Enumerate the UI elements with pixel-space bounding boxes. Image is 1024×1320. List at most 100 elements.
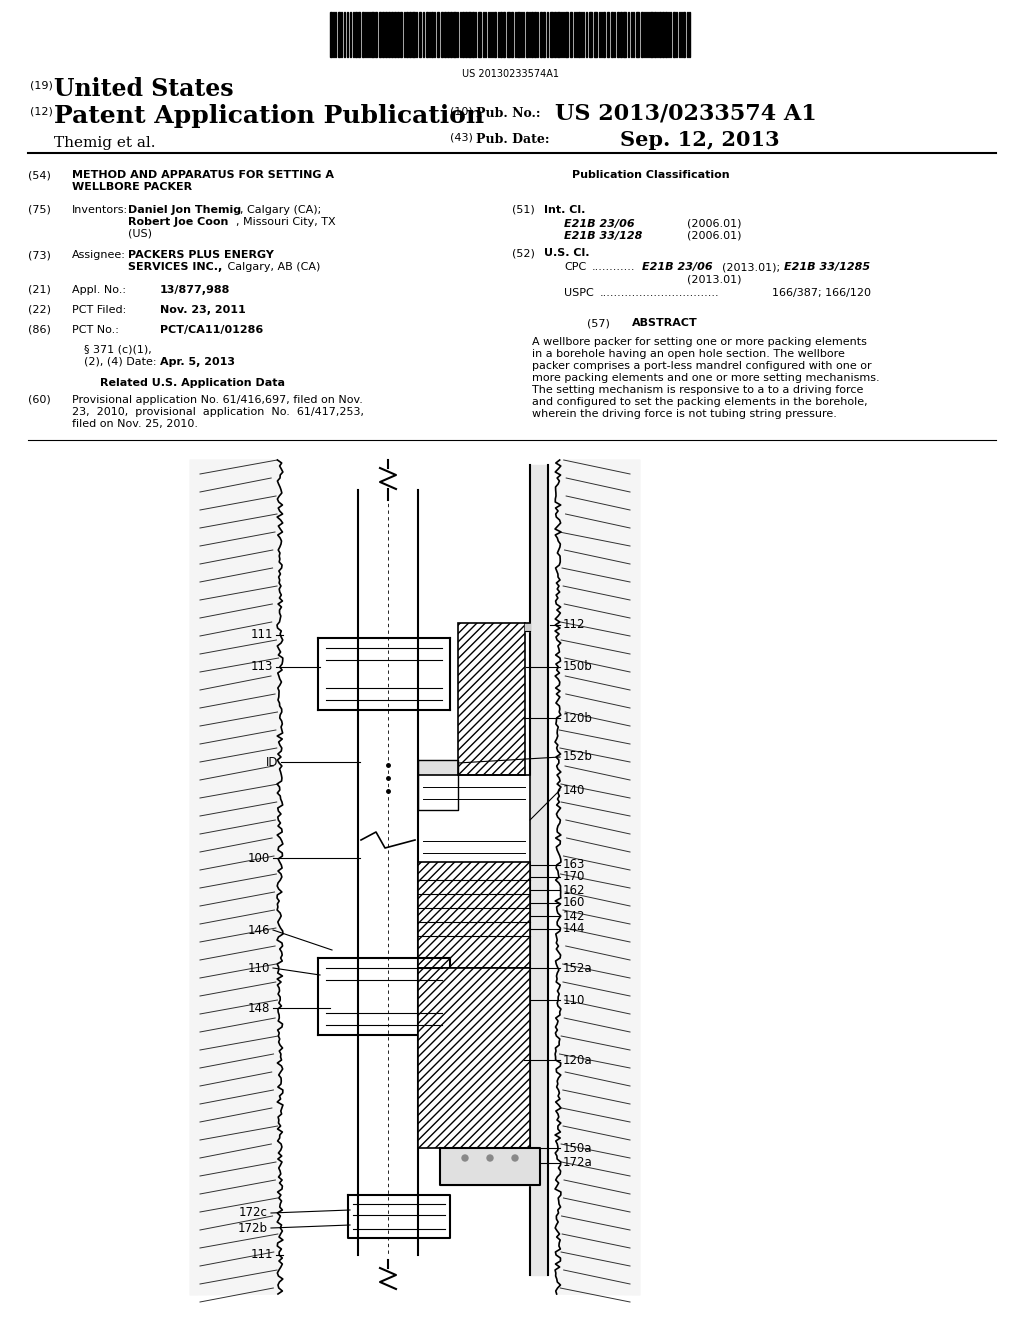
Text: 13/877,988: 13/877,988 xyxy=(160,285,230,294)
Text: 111: 111 xyxy=(251,628,273,642)
Text: Sep. 12, 2013: Sep. 12, 2013 xyxy=(620,129,779,150)
Bar xyxy=(450,12,452,57)
Polygon shape xyxy=(190,459,283,1295)
Bar xyxy=(550,12,553,57)
Text: 120b: 120b xyxy=(563,711,593,725)
Bar xyxy=(503,12,505,57)
Text: 162: 162 xyxy=(563,883,586,896)
Text: 142: 142 xyxy=(563,909,586,923)
Text: (52): (52) xyxy=(512,248,535,257)
Bar xyxy=(371,12,374,57)
Bar xyxy=(589,12,592,57)
Text: ID: ID xyxy=(265,755,278,768)
Text: 144: 144 xyxy=(563,923,586,936)
Text: The setting mechanism is responsive to a to a driving force: The setting mechanism is responsive to a… xyxy=(532,385,863,395)
Bar xyxy=(494,12,496,57)
Circle shape xyxy=(487,1155,493,1162)
Bar xyxy=(472,12,474,57)
Text: (57): (57) xyxy=(587,318,610,327)
Text: 152a: 152a xyxy=(563,961,593,974)
Bar xyxy=(662,12,664,57)
Text: (2013.01);: (2013.01); xyxy=(722,261,780,272)
Text: (51): (51) xyxy=(512,205,535,215)
Text: ABSTRACT: ABSTRACT xyxy=(632,318,697,327)
Text: US 2013/0233574 A1: US 2013/0233574 A1 xyxy=(555,103,817,125)
Bar xyxy=(379,12,381,57)
Text: PCT Filed:: PCT Filed: xyxy=(72,305,126,315)
Text: 113: 113 xyxy=(251,660,273,673)
Polygon shape xyxy=(525,623,530,631)
Bar xyxy=(388,12,390,57)
Bar xyxy=(394,12,396,57)
Text: and configured to set the packing elements in the borehole,: and configured to set the packing elemen… xyxy=(532,397,867,407)
Bar xyxy=(437,12,439,57)
Bar xyxy=(665,12,667,57)
Bar xyxy=(412,12,415,57)
Text: (86): (86) xyxy=(28,325,51,335)
Bar xyxy=(620,12,622,57)
Polygon shape xyxy=(530,465,548,1275)
Text: WELLBORE PACKER: WELLBORE PACKER xyxy=(72,182,193,191)
Bar xyxy=(409,12,411,57)
Text: 160: 160 xyxy=(563,896,586,909)
Text: (2006.01): (2006.01) xyxy=(687,219,741,228)
Bar xyxy=(468,12,471,57)
Text: CPC: CPC xyxy=(564,261,587,272)
Polygon shape xyxy=(418,760,458,810)
Text: 146: 146 xyxy=(248,924,270,936)
Bar xyxy=(462,12,464,57)
Bar xyxy=(338,12,340,57)
Bar xyxy=(511,12,513,57)
Text: 172b: 172b xyxy=(238,1221,268,1234)
Text: Patent Application Publication: Patent Application Publication xyxy=(54,104,484,128)
Bar xyxy=(540,12,542,57)
Polygon shape xyxy=(358,490,418,1255)
Text: wherein the driving force is not tubing string pressure.: wherein the driving force is not tubing … xyxy=(532,409,837,418)
Bar xyxy=(565,12,568,57)
Text: 140: 140 xyxy=(563,784,586,796)
Bar xyxy=(570,12,572,57)
Bar xyxy=(458,623,525,775)
Bar xyxy=(444,12,446,57)
Text: (US): (US) xyxy=(128,228,152,239)
Text: more packing elements and one or more setting mechanisms.: more packing elements and one or more se… xyxy=(532,374,880,383)
Text: 163: 163 xyxy=(563,858,586,871)
Bar xyxy=(478,12,481,57)
Bar xyxy=(607,12,609,57)
Text: Publication Classification: Publication Classification xyxy=(572,170,730,180)
Text: 111: 111 xyxy=(251,1249,273,1262)
Bar xyxy=(578,12,580,57)
Text: 152b: 152b xyxy=(563,751,593,763)
Text: § 371 (c)(1),: § 371 (c)(1), xyxy=(84,345,152,355)
Text: in a borehole having an open hole section. The wellbore: in a borehole having an open hole sectio… xyxy=(532,348,845,359)
Polygon shape xyxy=(348,1195,450,1238)
Text: U.S. Cl.: U.S. Cl. xyxy=(544,248,590,257)
Text: 110: 110 xyxy=(248,961,270,974)
Text: Appl. No.:: Appl. No.: xyxy=(72,285,126,294)
Bar xyxy=(650,12,653,57)
Bar xyxy=(673,12,675,57)
Polygon shape xyxy=(318,958,450,1035)
Text: 120a: 120a xyxy=(563,1053,593,1067)
Text: 110: 110 xyxy=(563,994,586,1006)
Bar xyxy=(623,12,626,57)
Text: SERVICES INC.,: SERVICES INC., xyxy=(128,261,222,272)
Bar xyxy=(362,12,364,57)
Text: E21B 23/06: E21B 23/06 xyxy=(642,261,713,272)
Text: (60): (60) xyxy=(28,395,51,405)
Text: Inventors:: Inventors: xyxy=(72,205,128,215)
Circle shape xyxy=(462,1155,468,1162)
Bar xyxy=(426,12,428,57)
Text: (43): (43) xyxy=(450,133,473,143)
Text: METHOD AND APPARATUS FOR SETTING A: METHOD AND APPARATUS FOR SETTING A xyxy=(72,170,334,180)
Bar xyxy=(659,12,662,57)
Text: 172c: 172c xyxy=(240,1206,268,1220)
Text: Robert Joe Coon: Robert Joe Coon xyxy=(128,216,228,227)
Bar xyxy=(557,12,560,57)
Bar xyxy=(418,968,530,1148)
Bar xyxy=(465,12,467,57)
Text: (2013.01): (2013.01) xyxy=(687,275,741,285)
Polygon shape xyxy=(555,459,640,1295)
Text: (75): (75) xyxy=(28,205,51,215)
Text: Pub. Date:: Pub. Date: xyxy=(476,133,550,147)
